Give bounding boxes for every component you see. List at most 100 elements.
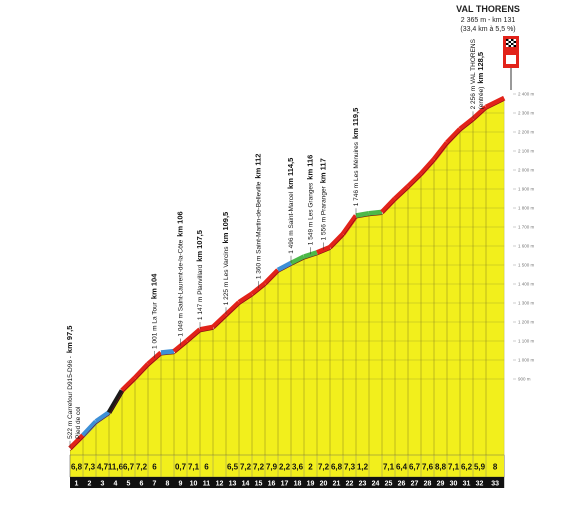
waypoint-label: Pied de col <box>75 406 82 439</box>
km-label: 17 <box>281 481 289 488</box>
y-tick-label: 1 800 m <box>518 206 535 211</box>
profile-area <box>70 100 505 456</box>
km-label: 26 <box>398 481 406 488</box>
km-label: 18 <box>294 481 302 488</box>
flag-square <box>513 45 516 47</box>
km-label: 13 <box>229 481 237 488</box>
km-label: 23 <box>359 481 367 488</box>
km-label: 4 <box>114 481 118 488</box>
profile-band <box>146 350 163 367</box>
km-label: 25 <box>385 481 393 488</box>
chart-subtitle: 2 365 m - km 131 <box>461 17 516 24</box>
waypoint-text: 1 225 m Les Varcins <box>223 246 230 306</box>
gradient-label: 6,2 <box>461 463 473 472</box>
waypoint-label: (entrée) km 128,5 <box>476 52 485 109</box>
waypoint-label: 1 049 m Saint-Laurent-de-la-Côte km 106 <box>176 211 185 336</box>
profile-band <box>445 127 462 145</box>
waypoint-text: 1 147 m Planvillard <box>197 264 204 320</box>
waypoint-label: 1 001 m La Tour km 104 <box>150 273 159 349</box>
waypoint-label: 1 225 m Les Varcins km 109,5 <box>221 212 230 305</box>
waypoint: 1 147 m Planvillard km 107,5 <box>195 230 204 320</box>
gradient-label: 6,4 <box>396 463 408 472</box>
flag-square <box>506 39 509 41</box>
km-label: 15 <box>255 481 263 488</box>
km-label: 3 <box>101 481 105 488</box>
waypoint-km: km 114,5 <box>286 158 295 189</box>
gradient-label: 8,8 <box>435 463 447 472</box>
y-tick-label: 1 500 m <box>518 263 535 268</box>
y-tick-label: 1 100 m <box>518 339 535 344</box>
profile-band <box>250 281 267 296</box>
km-label: 12 <box>216 481 224 488</box>
waypoint: 1 360 m Saint-Martin-de-Belleville km 112 <box>254 154 263 280</box>
km-label: 22 <box>346 481 354 488</box>
flag-square <box>508 41 511 43</box>
profile-band <box>199 324 214 333</box>
km-label: 11 <box>203 481 211 488</box>
y-tick-label: 1 600 m <box>518 244 535 249</box>
profile-band <box>419 157 436 176</box>
km-label: 6 <box>140 481 144 488</box>
profile-band <box>458 116 475 132</box>
profile-band <box>355 211 370 219</box>
gradient-label: 2,2 <box>279 463 291 472</box>
y-tick-label: 1 300 m <box>518 301 535 306</box>
waypoint-km: km 97,5 <box>65 326 74 354</box>
y-tick-label: 2 200 m <box>518 130 535 135</box>
km-label: 28 <box>424 481 432 488</box>
gradient-label: 5,9 <box>474 463 486 472</box>
km-strip <box>70 477 505 488</box>
gradient-label: 7,2 <box>253 463 265 472</box>
finish-sign <box>503 36 519 90</box>
profile-band <box>340 214 359 236</box>
profile-band <box>68 433 85 451</box>
profile-band <box>120 376 137 393</box>
waypoint-text: 1 360 m Saint-Martin-de-Belleville <box>256 181 263 279</box>
waypoint-km: km 117 <box>319 158 328 183</box>
y-tick-label: 900 m <box>518 377 531 382</box>
km-label: 30 <box>450 481 458 488</box>
km-label: 2 <box>88 481 92 488</box>
gradient-label: 6,7 <box>123 463 135 472</box>
gradient-label: 3,6 <box>292 463 304 472</box>
profile-band <box>303 250 318 260</box>
km-label: 9 <box>179 481 183 488</box>
profile-band <box>380 196 397 214</box>
waypoint-text2: Pied de col <box>75 406 82 439</box>
waypoint: 2 256 m VAL THORENS (entrée) km 128,5 <box>470 38 485 109</box>
km-label: 33 <box>491 481 499 488</box>
waypoint-text: 1 496 m Saint-Marcel <box>288 191 295 253</box>
profile-band <box>263 268 280 286</box>
gradient-label: 6,8 <box>331 463 343 472</box>
gradient-label: 7,3 <box>84 463 96 472</box>
profile-band <box>393 184 410 201</box>
waypoint-label: 1 496 m Saint-Marcel km 114,5 <box>286 158 295 254</box>
waypoint-text: 1 049 m Saint-Laurent-de-la-Côte <box>178 239 185 336</box>
waypoint-text: 1 556 m Praranger <box>321 185 328 240</box>
gradient-label: 6,8 <box>71 463 83 472</box>
km-label: 5 <box>127 481 131 488</box>
waypoint: 1 556 m Praranger km 117 <box>319 158 328 240</box>
profile-band <box>289 254 306 266</box>
flag-square <box>513 41 516 43</box>
waypoint-label: 1 549 m Les Granges km 116 <box>306 155 315 246</box>
km-label: 10 <box>190 481 198 488</box>
profile-band <box>406 171 423 189</box>
gradient-label: 6 <box>204 463 209 472</box>
gradient-label: 6,7 <box>409 463 421 472</box>
waypoint-label: 2 256 m VAL THORENS <box>470 38 477 109</box>
km-label: 19 <box>307 481 315 488</box>
km-label: 29 <box>437 481 445 488</box>
km-label: 14 <box>242 481 250 488</box>
flag-square <box>511 39 514 41</box>
gradient-label: 7,2 <box>240 463 252 472</box>
profile-band <box>484 95 506 110</box>
waypoint-label: 522 m Carrefour D915-D96 - km 97,5 <box>65 326 74 439</box>
profile-band <box>471 105 488 121</box>
km-label: 32 <box>476 481 484 488</box>
profile-band <box>328 232 345 250</box>
gradient-label: 6,5 <box>227 463 239 472</box>
km-label: 24 <box>372 481 380 488</box>
gradient-label: 0,7 <box>175 463 187 472</box>
